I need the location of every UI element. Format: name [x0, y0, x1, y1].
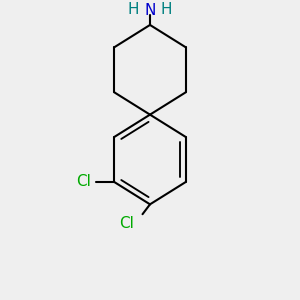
Text: H: H — [128, 2, 139, 17]
Text: Cl: Cl — [120, 216, 134, 231]
Text: Cl: Cl — [76, 174, 91, 189]
Text: H: H — [161, 2, 172, 17]
Text: N: N — [144, 3, 156, 18]
